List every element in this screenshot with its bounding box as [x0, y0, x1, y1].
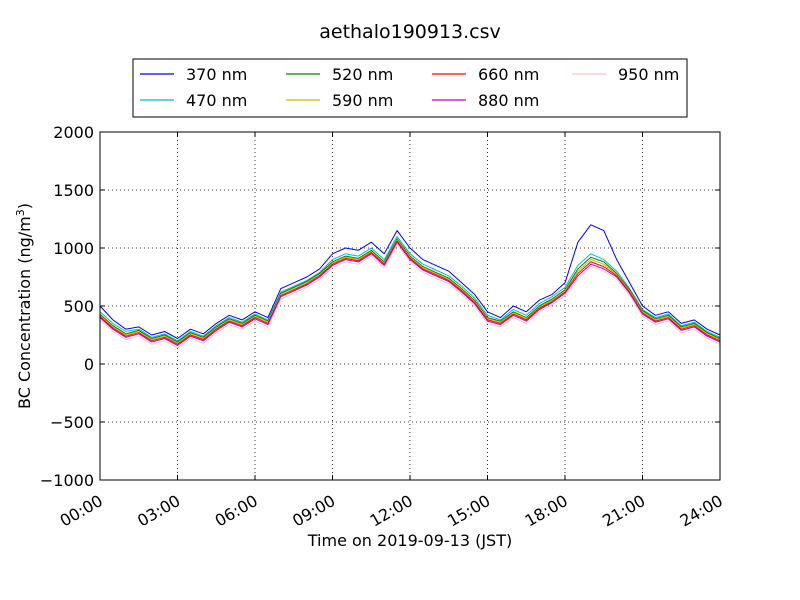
series-line-660-nm	[99, 240, 721, 345]
legend-label: 950 nm	[618, 65, 679, 84]
y-tick-label: 1000	[53, 239, 94, 258]
legend-label: 520 nm	[332, 65, 393, 84]
legend-label: 590 nm	[332, 91, 393, 110]
grid-layer	[100, 132, 720, 480]
legend-entry: 950 nm	[572, 65, 679, 84]
y-tick-label: 0	[84, 355, 94, 374]
y-axis-label-main: BC Concentration (ng/m	[15, 216, 34, 409]
legend-entry: 520 nm	[286, 65, 393, 84]
legend-items: 370 nm 470 nm 520 nm 590 nm 660 nm 880 nm 950 …	[140, 65, 679, 110]
y-tick-label: 1500	[53, 181, 94, 200]
x-axis-label: Time on 2019-09-13 (JST)	[307, 531, 512, 550]
series-line-950-nm	[99, 244, 721, 349]
series-line-370-nm	[99, 224, 721, 339]
legend-label: 660 nm	[478, 65, 539, 84]
y-axis-label-close: )	[15, 203, 34, 209]
series-line-520-nm	[99, 238, 721, 343]
y-axis-label: BC Concentration (ng/m3)	[14, 203, 34, 409]
y-tick-label: 500	[63, 297, 94, 316]
y-axis-label-superscript: 3	[14, 209, 27, 216]
legend-label: 880 nm	[478, 91, 539, 110]
series-line-880-nm	[99, 241, 721, 346]
y-tick-label: −1000	[40, 471, 94, 490]
series-line-470-nm	[99, 235, 721, 342]
legend-entry: 470 nm	[140, 91, 247, 110]
legend-entry: 590 nm	[286, 91, 393, 110]
y-tick-label: −500	[50, 413, 94, 432]
legend-entry: 370 nm	[140, 65, 247, 84]
legend-label: 470 nm	[186, 91, 247, 110]
legend: 370 nm 470 nm 520 nm 590 nm 660 nm 880 nm 950 …	[132, 58, 688, 118]
series-layer	[99, 224, 721, 349]
legend-entry: 660 nm	[432, 65, 539, 84]
y-axis-ticks: 2000 1500 1000 500 0 −500 −1000	[40, 123, 720, 490]
legend-entry: 880 nm	[432, 91, 539, 110]
legend-box	[132, 58, 688, 118]
legend-label: 370 nm	[186, 65, 247, 84]
y-tick-label: 2000	[53, 123, 94, 142]
chart-title: aethalo190913.csv	[319, 21, 501, 43]
series-line-590-nm	[99, 239, 721, 344]
